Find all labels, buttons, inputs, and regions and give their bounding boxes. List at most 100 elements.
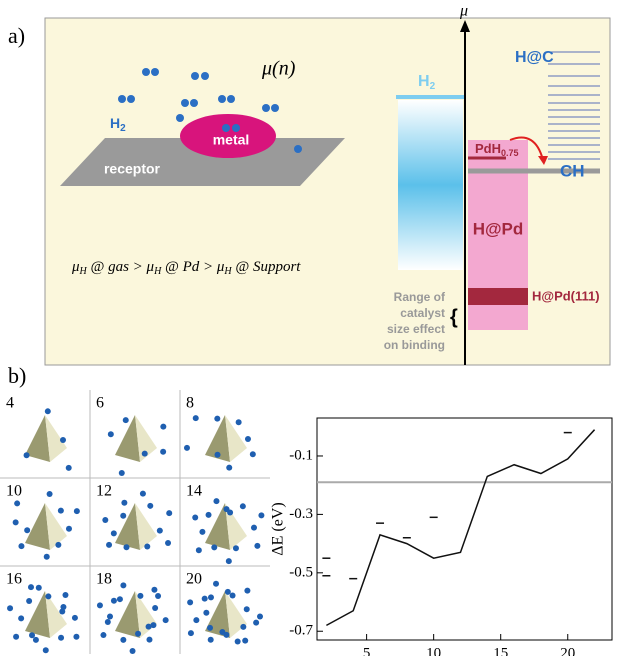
note-line: Range of [394,290,446,304]
atom [193,617,199,623]
chart: -0.1-0.3-0.5-0.75101520nΔE (eV) [270,418,612,656]
atom [226,465,232,471]
atom [203,610,209,616]
atom [28,584,34,590]
atom [244,588,250,594]
h2-sub: 2 [430,81,436,92]
atom [244,606,250,612]
inequality: μH @ gas > μH @ Pd > μH @ Support [71,259,301,277]
atom [33,637,39,643]
atom [58,508,64,514]
atom [151,587,157,593]
atom [135,631,141,637]
mu-axis-label: μ [459,3,468,20]
figure: a) μ(n) H2 metal receptor μH @ gas > μH … [0,0,620,656]
atom [97,602,103,608]
atom [250,451,256,457]
atom [106,542,112,548]
atom [45,408,51,414]
atom [18,543,24,549]
atom [152,605,158,611]
atom [160,449,166,455]
pd111-band [468,288,528,305]
atom [7,605,13,611]
atom [24,452,30,458]
atom [73,634,79,640]
atom [223,632,229,638]
atom [60,437,66,443]
atom [13,519,19,525]
atom [233,545,239,551]
panel-label: b) [8,363,26,388]
atom [144,544,150,550]
rest: @ gas > [87,259,147,275]
atom [66,526,72,532]
x-tick-label: 10 [426,645,441,656]
atom [66,465,72,471]
atom [235,638,241,644]
atom [111,530,117,536]
atom [230,593,236,599]
atom [43,647,49,653]
atom [251,525,257,531]
atom [214,416,220,422]
atom [18,615,24,621]
plot-frame [317,418,612,640]
atom [107,614,113,620]
h2-sub: 2 [120,123,126,134]
atom [121,500,127,506]
atom [208,594,214,600]
atom [213,581,219,587]
atom [157,528,163,534]
cluster-label: 10 [6,483,22,500]
pdh-main: PdH [475,141,501,156]
atom [226,558,232,564]
x-tick-label: 5 [363,645,371,656]
atom [163,617,169,623]
y-tick-label: -0.7 [289,623,313,639]
cluster-label: 8 [186,395,194,412]
y-tick-label: -0.5 [289,564,313,580]
atom [211,544,217,550]
atom [155,593,161,599]
atom [111,598,117,604]
atom [72,615,78,621]
y-tick-label: -0.3 [289,506,313,522]
atom [36,585,42,591]
atom [142,451,148,457]
atom [29,632,35,638]
atom [160,424,166,430]
atom [240,624,246,630]
atom [105,619,111,625]
atom [236,419,242,425]
atom [150,622,156,628]
atom [55,542,61,548]
atom [224,506,230,512]
atom [207,625,213,631]
atom [184,445,190,451]
atom [257,614,263,620]
atom [137,593,143,599]
atom [254,543,260,549]
rest: @ Pd > [161,259,217,275]
atom [123,544,129,550]
cluster-label: 20 [186,571,202,588]
atom [120,637,126,643]
panel-label: a) [8,23,25,48]
cluster-label: 16 [6,571,22,588]
cluster-label: 14 [186,483,202,500]
atom [58,635,64,641]
note-line: on binding [384,338,445,352]
h-at-pd: H@Pd [473,219,524,238]
atom [47,491,53,497]
note-line: size effect [387,322,445,336]
atom [102,517,108,523]
atom [119,470,125,476]
pdh-sub: 0.75 [501,148,519,158]
atom [245,436,251,442]
atom [208,637,214,643]
atom [14,500,20,506]
atom [100,632,106,638]
atom [213,498,219,504]
cluster-label: 18 [96,571,112,588]
